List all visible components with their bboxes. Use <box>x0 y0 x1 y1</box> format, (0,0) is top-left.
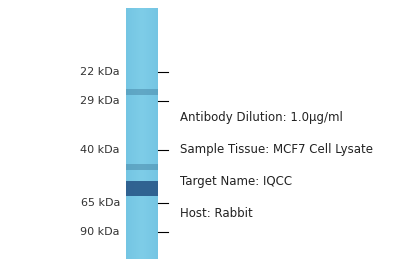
Text: 65 kDa: 65 kDa <box>81 198 120 208</box>
Bar <box>127 8 128 259</box>
Text: 90 kDa: 90 kDa <box>80 227 120 237</box>
Bar <box>126 164 158 170</box>
Bar <box>156 8 157 259</box>
Bar <box>157 8 158 259</box>
Bar <box>134 8 135 259</box>
Text: 22 kDa: 22 kDa <box>80 67 120 77</box>
Bar <box>131 8 132 259</box>
Bar <box>132 8 133 259</box>
Text: Host: Rabbit: Host: Rabbit <box>180 207 253 220</box>
Text: 40 kDa: 40 kDa <box>80 144 120 155</box>
Bar <box>154 8 155 259</box>
Bar <box>152 8 153 259</box>
Bar <box>143 8 144 259</box>
Bar <box>128 8 129 259</box>
Bar <box>126 89 158 95</box>
Bar <box>151 8 152 259</box>
Bar <box>148 8 149 259</box>
Bar <box>133 8 134 259</box>
Bar <box>129 8 130 259</box>
Bar <box>130 8 131 259</box>
Bar <box>149 8 150 259</box>
Text: Antibody Dilution: 1.0μg/ml: Antibody Dilution: 1.0μg/ml <box>180 111 343 124</box>
Bar <box>142 8 143 259</box>
Bar <box>136 8 137 259</box>
Bar <box>150 8 151 259</box>
Bar <box>139 8 140 259</box>
Text: 29 kDa: 29 kDa <box>80 96 120 107</box>
Bar <box>155 8 156 259</box>
Bar <box>146 8 147 259</box>
Bar <box>147 8 148 259</box>
Bar <box>126 8 127 259</box>
Bar <box>137 8 138 259</box>
Bar <box>153 8 154 259</box>
Text: Target Name: IQCC: Target Name: IQCC <box>180 175 292 188</box>
Bar <box>145 8 146 259</box>
Text: Sample Tissue: MCF7 Cell Lysate: Sample Tissue: MCF7 Cell Lysate <box>180 143 373 156</box>
Bar <box>126 181 158 195</box>
Bar <box>138 8 139 259</box>
Bar <box>135 8 136 259</box>
Bar <box>140 8 141 259</box>
Bar <box>141 8 142 259</box>
Bar <box>144 8 145 259</box>
